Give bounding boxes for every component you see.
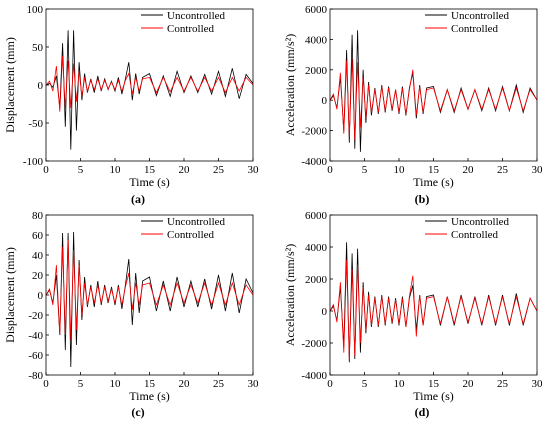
y-tick-label: 6000 — [305, 4, 328, 16]
y-tick-label: -2000 — [301, 126, 327, 138]
x-tick-label: 5 — [362, 378, 368, 390]
y-tick-label: -2000 — [301, 338, 327, 350]
legend-label: Uncontrolled — [451, 216, 510, 228]
x-tick-label: 20 — [463, 164, 475, 176]
x-axis-label: Time (s) — [413, 389, 454, 403]
y-tick-label: 100 — [27, 4, 44, 16]
y-tick-label: -4000 — [301, 370, 327, 382]
x-tick-label: 25 — [497, 378, 509, 390]
legend-label: Controlled — [451, 23, 499, 35]
y-tick-label: -80 — [28, 370, 43, 382]
y-tick-label: 0 — [322, 306, 328, 318]
y-tick-label: 0 — [38, 80, 44, 92]
x-tick-label: 5 — [78, 164, 84, 176]
y-tick-label: 60 — [32, 230, 44, 242]
y-tick-label: -100 — [23, 156, 44, 168]
legend-label: Controlled — [167, 229, 215, 241]
y-axis-label: Displacement (mm) — [3, 247, 17, 343]
y-tick-label: 6000 — [305, 210, 328, 222]
y-tick-label: 20 — [32, 270, 44, 282]
chart-panel-c: 0 5 10 15 20 25 30 -80 -60 -40 -20 0 20 40 60 80 Time (s… — [3, 210, 259, 419]
panel-label: (c) — [131, 405, 144, 419]
x-tick-label: 25 — [213, 164, 225, 176]
x-tick-label: 20 — [463, 378, 475, 390]
y-tick-label: 0 — [38, 290, 44, 302]
x-tick-label: 25 — [213, 378, 225, 390]
chart-panel-b: 0 5 10 15 20 25 30 -4000 -2000 0 2000 4000 6000 Time … — [283, 4, 543, 206]
x-tick-label: 20 — [179, 164, 191, 176]
chart-panel-a: 0 5 10 15 20 25 30 -100 -50 0 50 100 Time (s) Displac… — [3, 4, 259, 206]
x-tick-label: 30 — [248, 164, 260, 176]
y-tick-label: 40 — [32, 250, 44, 262]
x-tick-label: 30 — [532, 164, 544, 176]
x-tick-label: 20 — [179, 378, 191, 390]
series-line-controlled — [330, 259, 537, 360]
x-tick-label: 5 — [362, 164, 368, 176]
x-tick-label: 5 — [78, 378, 84, 390]
y-tick-label: -40 — [28, 330, 43, 342]
y-tick-label: -60 — [28, 350, 43, 362]
y-axis-label: Acceleration (mm/s²) — [283, 244, 297, 347]
series-line-uncontrolled — [330, 242, 537, 363]
x-axis-label: Time (s) — [413, 175, 454, 189]
x-tick-label: 15 — [428, 378, 440, 390]
x-axis-label: Time (s) — [129, 175, 170, 189]
x-tick-label: 30 — [248, 378, 260, 390]
series-line-controlled — [46, 56, 253, 112]
x-tick-label: 0 — [43, 164, 49, 176]
y-tick-label: 4000 — [305, 242, 328, 254]
panel-label: (a) — [131, 192, 145, 206]
y-tick-label: -20 — [28, 310, 43, 322]
y-tick-label: -50 — [28, 118, 43, 130]
legend-label: Controlled — [167, 23, 215, 35]
chart-panel-d: 0 5 10 15 20 25 30 -4000 -2000 0 2000 4000 6000 Time … — [283, 210, 543, 419]
y-axis-label: Acceleration (mm/s²) — [283, 34, 297, 137]
x-tick-label: 25 — [497, 164, 509, 176]
x-tick-label: 15 — [428, 164, 440, 176]
x-tick-label: 0 — [43, 378, 49, 390]
series-line-controlled — [330, 59, 537, 140]
panel-label: (d) — [415, 405, 430, 419]
x-tick-label: 10 — [394, 378, 406, 390]
series-line-uncontrolled — [46, 231, 253, 368]
x-tick-label: 10 — [394, 164, 406, 176]
x-axis-label: Time (s) — [129, 389, 170, 403]
x-tick-label: 15 — [144, 164, 156, 176]
x-tick-label: 10 — [110, 378, 122, 390]
x-tick-label: 10 — [110, 164, 122, 176]
y-tick-label: 0 — [322, 95, 328, 107]
y-tick-label: 2000 — [305, 65, 328, 77]
y-axis-label: Displacement (mm) — [3, 37, 17, 133]
x-tick-label: 0 — [327, 164, 333, 176]
series-line-controlled — [46, 239, 253, 341]
series-line-uncontrolled — [330, 30, 537, 152]
x-tick-label: 30 — [532, 378, 544, 390]
legend-label: Uncontrolled — [167, 216, 226, 228]
x-tick-label: 0 — [327, 378, 333, 390]
y-tick-label: 50 — [32, 42, 44, 54]
y-tick-label: -4000 — [301, 156, 327, 168]
legend-label: Controlled — [451, 229, 499, 241]
x-tick-label: 15 — [144, 378, 156, 390]
y-tick-label: 2000 — [305, 274, 328, 286]
legend-label: Uncontrolled — [451, 10, 510, 22]
panel-label: (b) — [415, 192, 430, 206]
y-tick-label: 80 — [32, 210, 44, 222]
legend-label: Uncontrolled — [167, 10, 226, 22]
y-tick-label: 4000 — [305, 34, 328, 46]
